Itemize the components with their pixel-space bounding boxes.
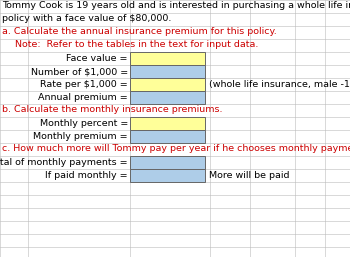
Text: Monthly percent =: Monthly percent =: [40, 119, 128, 128]
Text: Annual premium =: Annual premium =: [38, 93, 128, 102]
Bar: [130, 130, 205, 143]
Text: policy with a face value of $80,000.: policy with a face value of $80,000.: [2, 14, 172, 23]
Text: c. How much more will Tommy pay per year if he chooses monthly payments?: c. How much more will Tommy pay per year…: [2, 144, 350, 153]
Text: More will be paid: More will be paid: [209, 171, 289, 180]
Text: a. Calculate the annual insurance premium for this policy.: a. Calculate the annual insurance premiu…: [2, 27, 277, 36]
Bar: [130, 169, 205, 182]
Bar: [130, 78, 205, 91]
Text: Monthly premium =: Monthly premium =: [33, 132, 128, 141]
Text: (whole life insurance, male -19): (whole life insurance, male -19): [209, 80, 350, 89]
Text: If paid monthly =: If paid monthly =: [46, 171, 128, 180]
Text: Face value =: Face value =: [66, 54, 128, 63]
Text: Total of monthly payments =: Total of monthly payments =: [0, 158, 128, 167]
Text: Rate per $1,000 =: Rate per $1,000 =: [40, 80, 128, 89]
Bar: [130, 65, 205, 78]
Bar: [130, 52, 205, 65]
Text: Note:  Refer to the tables in the text for input data.: Note: Refer to the tables in the text fo…: [6, 40, 258, 49]
Text: Tommy Cook is 19 years old and is interested in purchasing a whole life insuranc: Tommy Cook is 19 years old and is intere…: [2, 1, 350, 10]
Text: Number of $1,000 =: Number of $1,000 =: [31, 67, 128, 76]
Bar: [130, 91, 205, 104]
Text: b. Calculate the monthly insurance premiums.: b. Calculate the monthly insurance premi…: [2, 105, 223, 114]
Bar: [130, 117, 205, 130]
Bar: [130, 156, 205, 169]
